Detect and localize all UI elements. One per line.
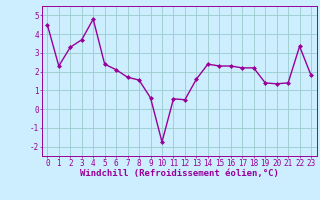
X-axis label: Windchill (Refroidissement éolien,°C): Windchill (Refroidissement éolien,°C) bbox=[80, 169, 279, 178]
